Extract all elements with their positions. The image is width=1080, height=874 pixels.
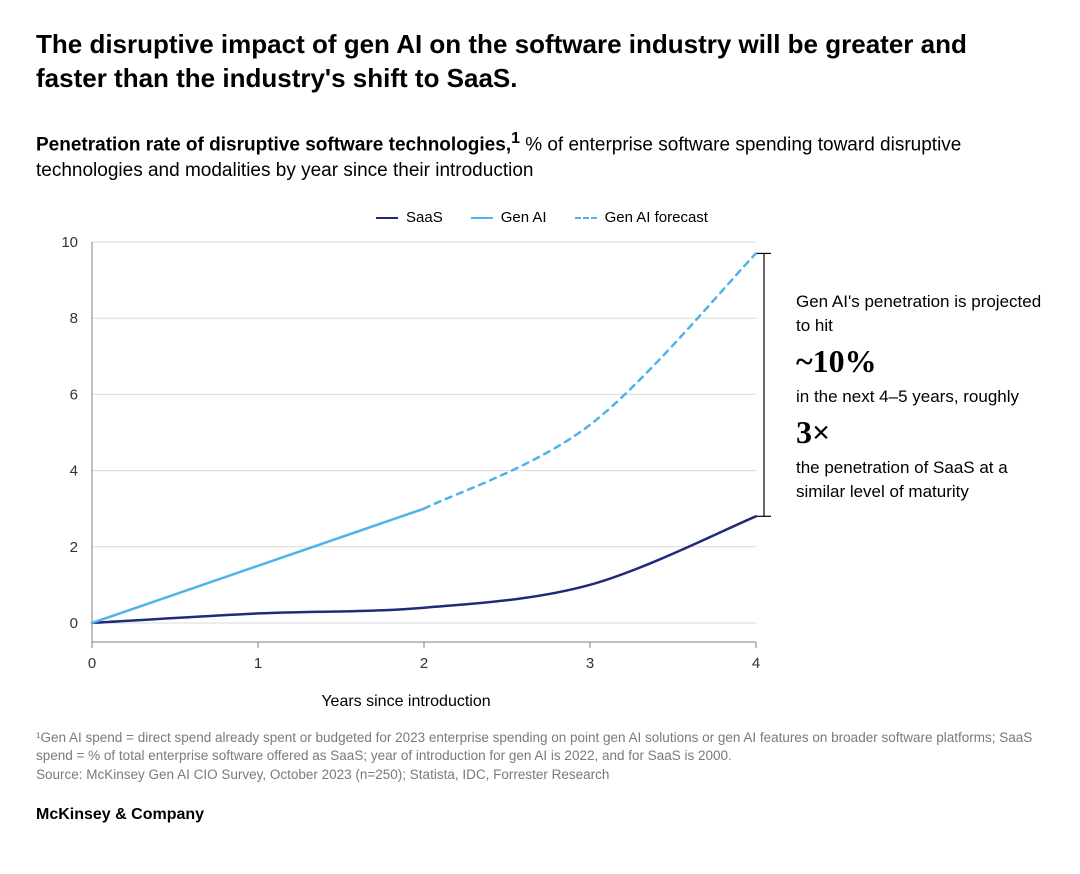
legend-label-forecast: Gen AI forecast <box>605 209 708 226</box>
annotation-line3: the penetration of SaaS at a similar lev… <box>796 456 1044 504</box>
annotation: Gen AI's penetration is projected to hit… <box>776 232 1044 503</box>
svg-text:4: 4 <box>70 463 78 480</box>
footnote: ¹Gen AI spend = direct spend already spe… <box>36 729 1044 784</box>
legend-swatch-forecast <box>575 217 597 219</box>
svg-text:8: 8 <box>70 310 78 327</box>
svg-text:0: 0 <box>88 655 96 672</box>
chart-svg: 0 2 4 6 8 10 0 1 2 3 4 <box>36 232 776 692</box>
headline: The disruptive impact of gen AI on the s… <box>36 28 1016 96</box>
svg-text:10: 10 <box>61 234 78 251</box>
brand: McKinsey & Company <box>36 806 1044 824</box>
svg-text:0: 0 <box>70 615 78 632</box>
annotation-big2: 3× <box>796 415 1044 450</box>
legend-genai: Gen AI <box>471 209 547 226</box>
legend-swatch-genai <box>471 217 493 219</box>
legend-swatch-saas <box>376 217 398 219</box>
legend-label-genai: Gen AI <box>501 209 547 226</box>
svg-text:4: 4 <box>752 655 760 672</box>
svg-text:1: 1 <box>254 655 262 672</box>
svg-text:6: 6 <box>70 387 78 404</box>
annotation-big1: ~10% <box>796 344 1044 379</box>
subhead-bold: Penetration rate of disruptive software … <box>36 134 511 155</box>
subhead: Penetration rate of disruptive software … <box>36 128 1016 184</box>
subhead-sup: 1 <box>511 130 520 147</box>
svg-text:2: 2 <box>70 539 78 556</box>
legend: SaaS Gen AI Gen AI forecast <box>376 209 1044 226</box>
chart: 0 2 4 6 8 10 0 1 2 3 4 <box>36 232 776 697</box>
legend-label-saas: SaaS <box>406 209 443 226</box>
annotation-line2: in the next 4–5 years, roughly <box>796 385 1044 409</box>
annotation-line1: Gen AI's penetration is projected to hit <box>796 290 1044 338</box>
legend-saas: SaaS <box>376 209 443 226</box>
svg-text:3: 3 <box>586 655 594 672</box>
legend-forecast: Gen AI forecast <box>575 209 708 226</box>
svg-text:2: 2 <box>420 655 428 672</box>
